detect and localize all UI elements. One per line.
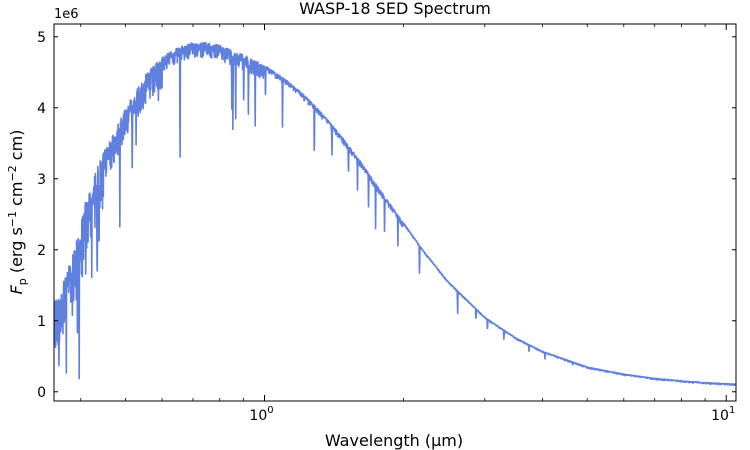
plot-area	[53, 23, 737, 402]
y-tick-label: 5	[37, 30, 46, 46]
axes-frame	[53, 23, 737, 402]
chart-title: WASP-18 SED Spectrum	[299, 0, 491, 18]
y-tick-label: 3	[37, 172, 46, 188]
y-tick-label: 4	[37, 101, 46, 117]
y-axis-label: Fp (erg s−1 cm−2 cm)	[6, 130, 29, 295]
x-axis: 100 101	[80, 24, 735, 424]
y-axis: 0 1 2 3 4 5	[37, 30, 736, 401]
y-tick-label: 0	[37, 385, 46, 401]
series-line-0	[54, 41, 736, 387]
y-tick-label: 2	[37, 243, 46, 259]
y-tick-label: 1	[37, 314, 46, 330]
x-axis-label: Wavelength (μm)	[325, 431, 463, 450]
y-offset-label: 1e6	[54, 7, 79, 22]
series-layer	[54, 41, 736, 387]
x-tick-label: 100	[249, 405, 273, 424]
x-tick-label: 101	[711, 405, 735, 424]
